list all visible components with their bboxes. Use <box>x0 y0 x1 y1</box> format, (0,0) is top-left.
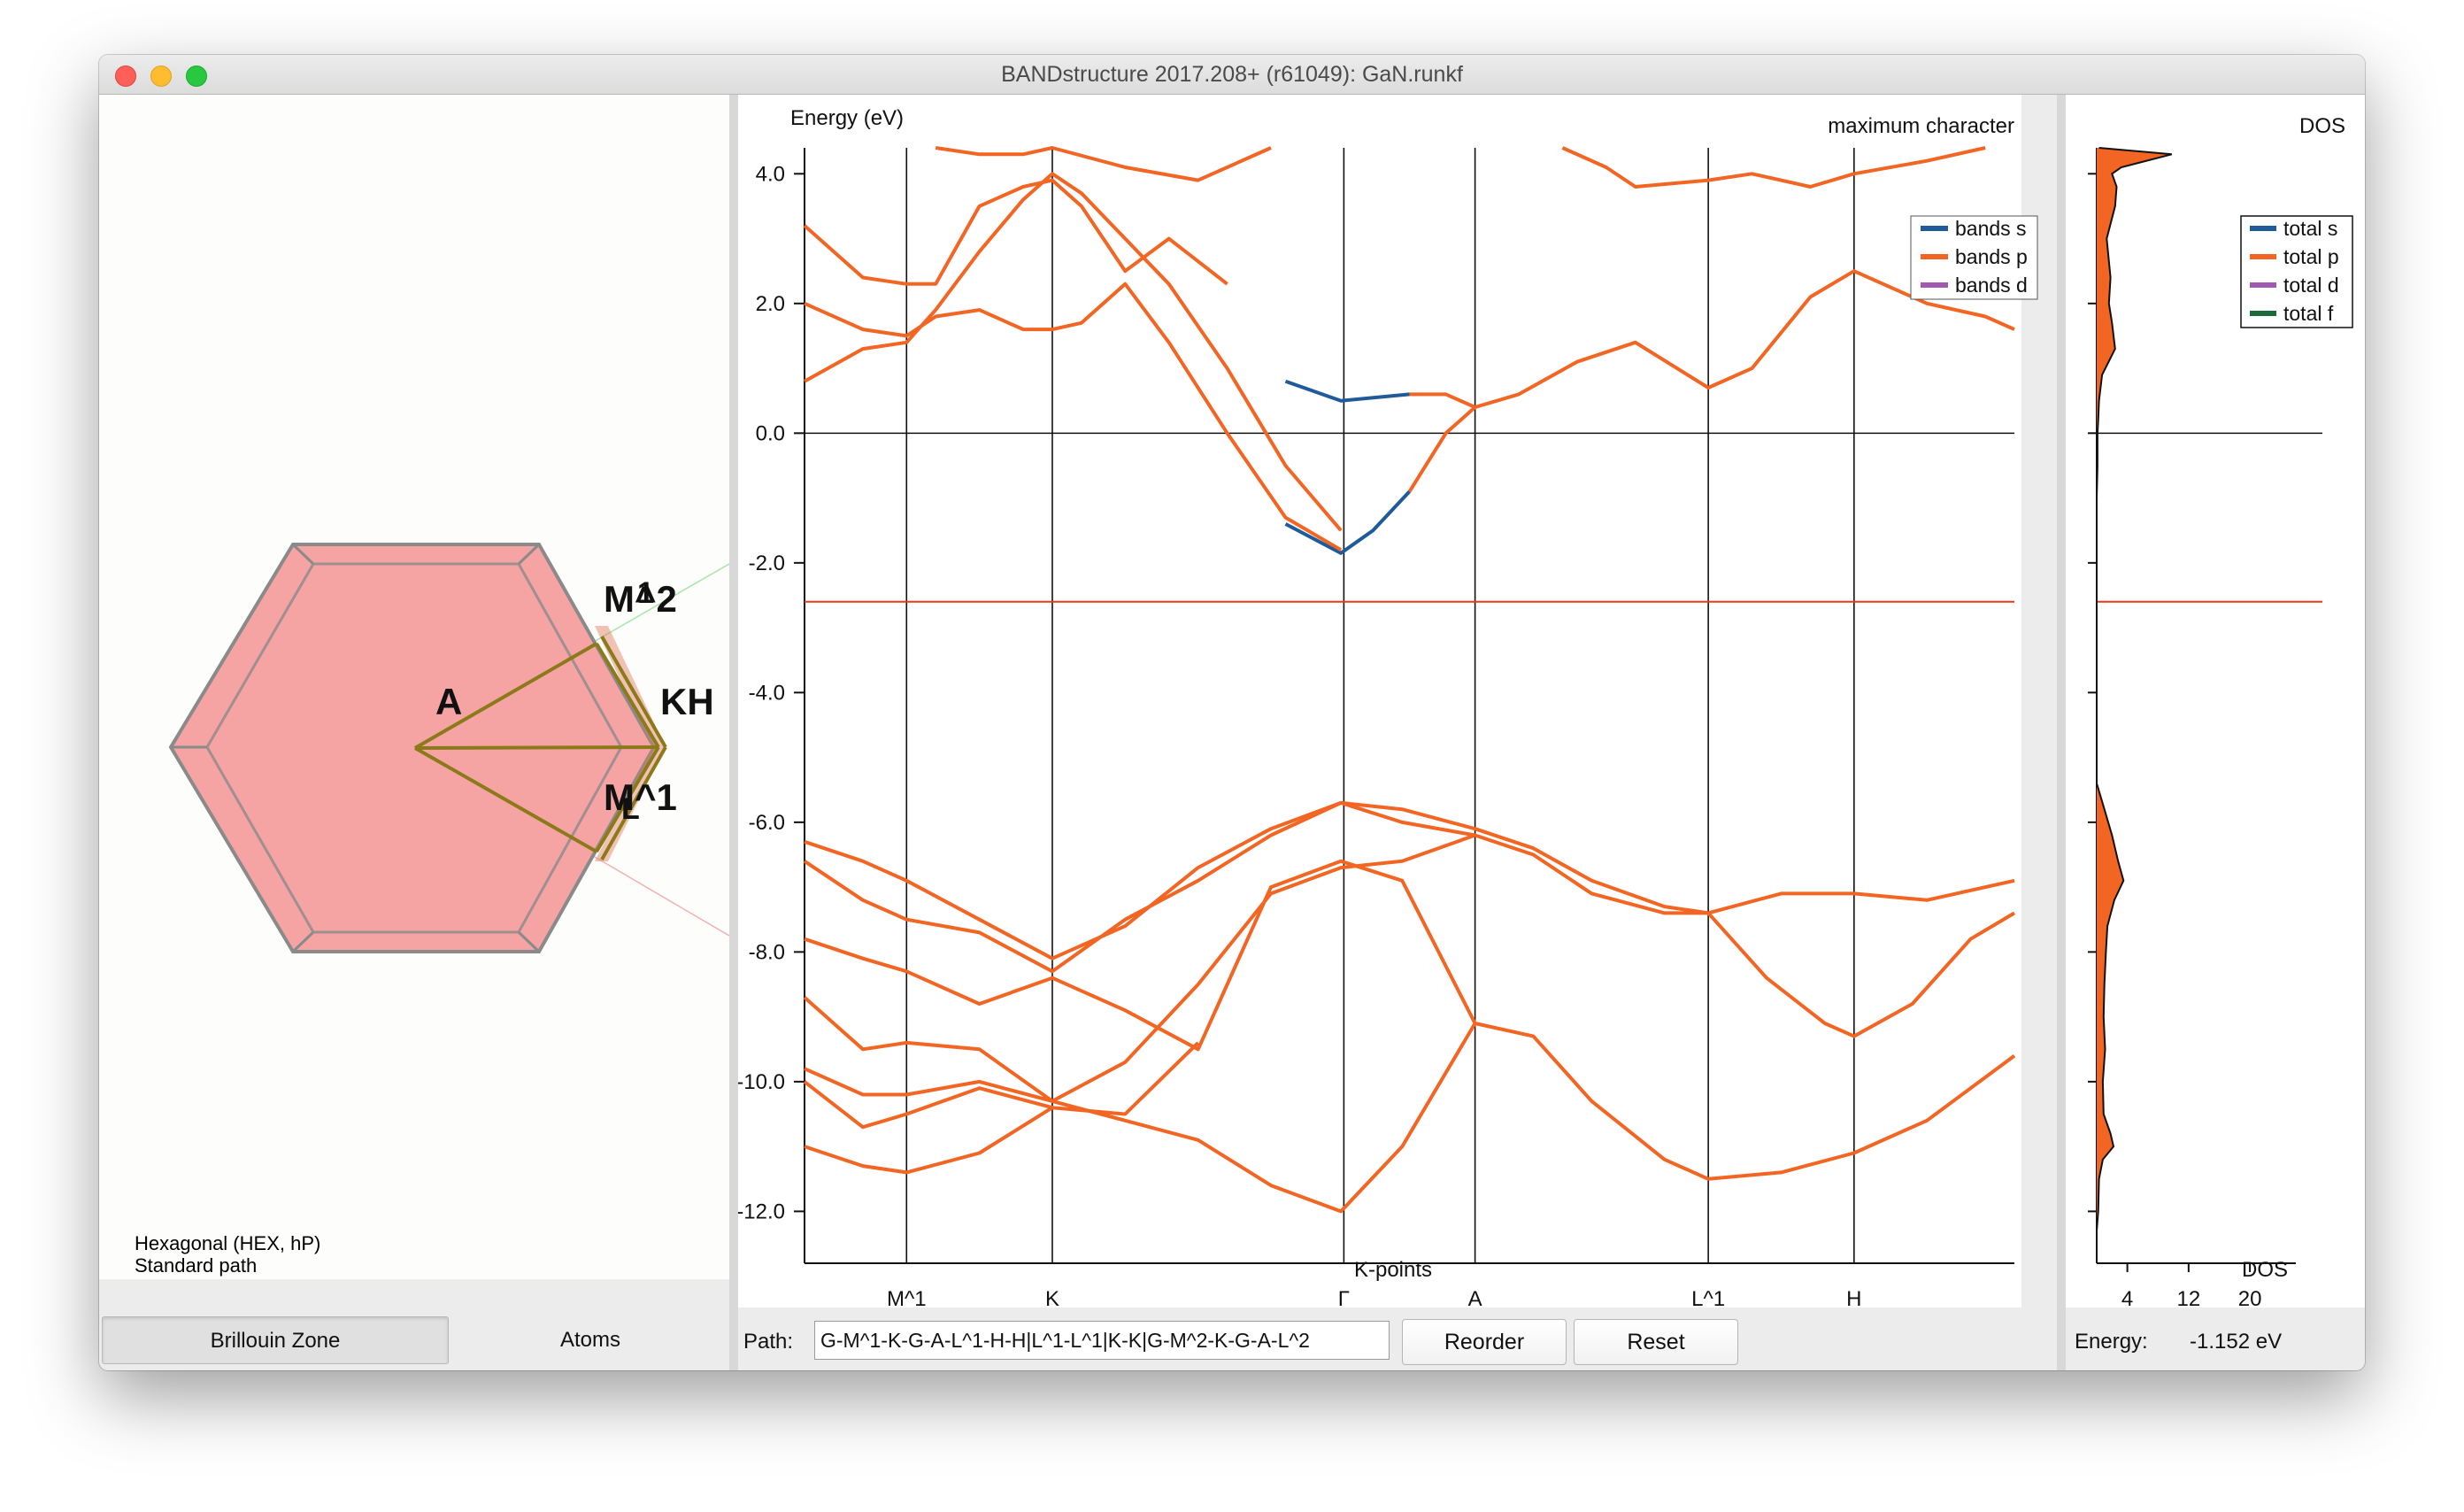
band-ytick-label: -8.0 <box>749 940 785 964</box>
dos-xlabel: DOS <box>2242 1258 2288 1282</box>
lattice-type-label: Hexagonal (HEX, hP) <box>135 1232 321 1254</box>
k-point-labels: M^2 1 A KH M^1 L <box>435 576 714 826</box>
band-ytick-label: -10.0 <box>738 1070 785 1094</box>
bz-label-1: 1 <box>637 576 654 610</box>
bz-label-l: L <box>621 792 640 826</box>
reset-button[interactable]: Reset <box>1574 1319 1738 1365</box>
tab-atoms[interactable]: Atoms <box>559 1328 620 1352</box>
band-xtick-label: Γ <box>1338 1287 1350 1308</box>
dos-curves <box>2096 147 2173 1231</box>
band-lines <box>803 146 2016 1214</box>
tab-brillouin-zone[interactable]: Brillouin Zone <box>102 1316 449 1364</box>
bz-side-face <box>595 626 666 861</box>
bz-label-m1: M^1 <box>604 776 677 818</box>
app-window: BANDstructure 2017.208+ (r61049): GaN.ru… <box>99 55 2365 1370</box>
splitter-left[interactable] <box>729 95 738 1370</box>
band-line <box>803 178 1228 286</box>
reorder-button[interactable]: Reorder <box>1402 1319 1567 1365</box>
dos-area <box>2097 148 2172 1231</box>
bz-label-kh: KH <box>660 681 714 722</box>
band-ytick-label: 4.0 <box>756 162 785 186</box>
band-line <box>804 172 1343 532</box>
band-ytick-label: -12.0 <box>738 1200 785 1223</box>
band-xtick-label: L^1 <box>1691 1287 1725 1308</box>
bz-edge <box>517 543 541 566</box>
band-structure-plot[interactable]: Energy (eV) maximum character 4.0 2.0 0.0 -… <box>738 95 2057 1308</box>
bz-label-a: A <box>435 681 462 722</box>
window-title: BANDstructure 2017.208+ (r61049): GaN.ru… <box>1001 62 1463 87</box>
band-ytick-label: -4.0 <box>749 681 785 705</box>
band-xtick-label: A <box>1468 1287 1482 1308</box>
band-xtick-label: K <box>1045 1287 1059 1308</box>
dos-title: DOS <box>2299 114 2345 138</box>
band-line <box>1284 379 1410 403</box>
band-line <box>804 1041 1200 1175</box>
dos-legend: total s total p total d total f <box>2240 215 2353 328</box>
band-line <box>935 146 1272 182</box>
band-line <box>1284 490 1411 555</box>
path-type-label: Standard path <box>135 1254 258 1277</box>
band-line <box>1409 392 1476 409</box>
band-xlabel: K-points <box>1354 1258 1432 1282</box>
band-line <box>804 800 2015 960</box>
energy-label: Energy: <box>2075 1330 2148 1354</box>
bz-edge <box>291 543 315 566</box>
band-xtick-label: H <box>1846 1287 1861 1308</box>
band-line <box>803 1080 1053 1130</box>
band-ytick-label: -2.0 <box>749 552 785 575</box>
band-axes: 4.0 2.0 0.0 -2.0 -4.0 -6.0 -8.0 -10.0 -12.0 M^1 K Γ… <box>738 148 2014 1308</box>
band-plot-canvas <box>738 95 2021 1308</box>
energy-value: -1.152 eV <box>2190 1330 2283 1354</box>
title-bar: BANDstructure 2017.208+ (r61049): GaN.ru… <box>99 55 2365 95</box>
band-line <box>804 859 1477 1052</box>
band-ytick-label: -6.0 <box>749 811 785 835</box>
bz-label-m2: M^2 <box>604 578 677 620</box>
band-line <box>804 1022 2016 1214</box>
legend-label-bands-d: bands d <box>1955 274 2028 297</box>
splitter-right[interactable] <box>2057 95 2066 1370</box>
band-line <box>804 282 1343 552</box>
legend-label-total-d: total d <box>2283 274 2339 297</box>
dos-curve <box>2096 147 2173 1231</box>
minimize-window-button[interactable] <box>150 66 172 87</box>
band-legend: bands s bands p bands d <box>1910 215 2038 300</box>
legend-label-total-s: total s <box>2283 217 2337 240</box>
brillouin-zone-view[interactable]: M^2 1 A KH M^1 L Hexagonal (HEX, hP) Sta… <box>99 95 730 1279</box>
path-input[interactable] <box>814 1321 1390 1360</box>
path-label: Path: <box>743 1330 794 1354</box>
k-path <box>414 636 667 860</box>
legend-label-total-f: total f <box>2283 302 2334 325</box>
legend-label-bands-p: bands p <box>1955 245 2028 268</box>
dos-xtick-label: 12 <box>2176 1287 2200 1308</box>
legend-label-bands-s: bands s <box>1955 217 2027 240</box>
dos-plot[interactable]: DOS 4 12 20 total s total p total d total … <box>2066 95 2365 1308</box>
legend-label-total-p: total p <box>2283 245 2339 268</box>
zoom-window-button[interactable] <box>186 66 207 87</box>
dos-xtick-label: 4 <box>2121 1287 2133 1308</box>
brillouin-zone-3d[interactable]: M^2 1 A KH M^1 L <box>99 95 730 1279</box>
band-ytick-label: 2.0 <box>756 292 785 316</box>
bz-edge <box>517 930 541 953</box>
bz-edge <box>291 930 315 953</box>
close-window-button[interactable] <box>115 66 136 87</box>
band-ytick-label: 0.0 <box>756 421 785 445</box>
band-line <box>803 833 1476 1103</box>
band-line <box>1561 146 1986 189</box>
dos-xtick-label: 20 <box>2238 1287 2262 1308</box>
band-header: maximum character <box>1828 114 2014 138</box>
band-ylabel: Energy (eV) <box>790 106 904 130</box>
band-xtick-label: M^1 <box>887 1287 927 1308</box>
